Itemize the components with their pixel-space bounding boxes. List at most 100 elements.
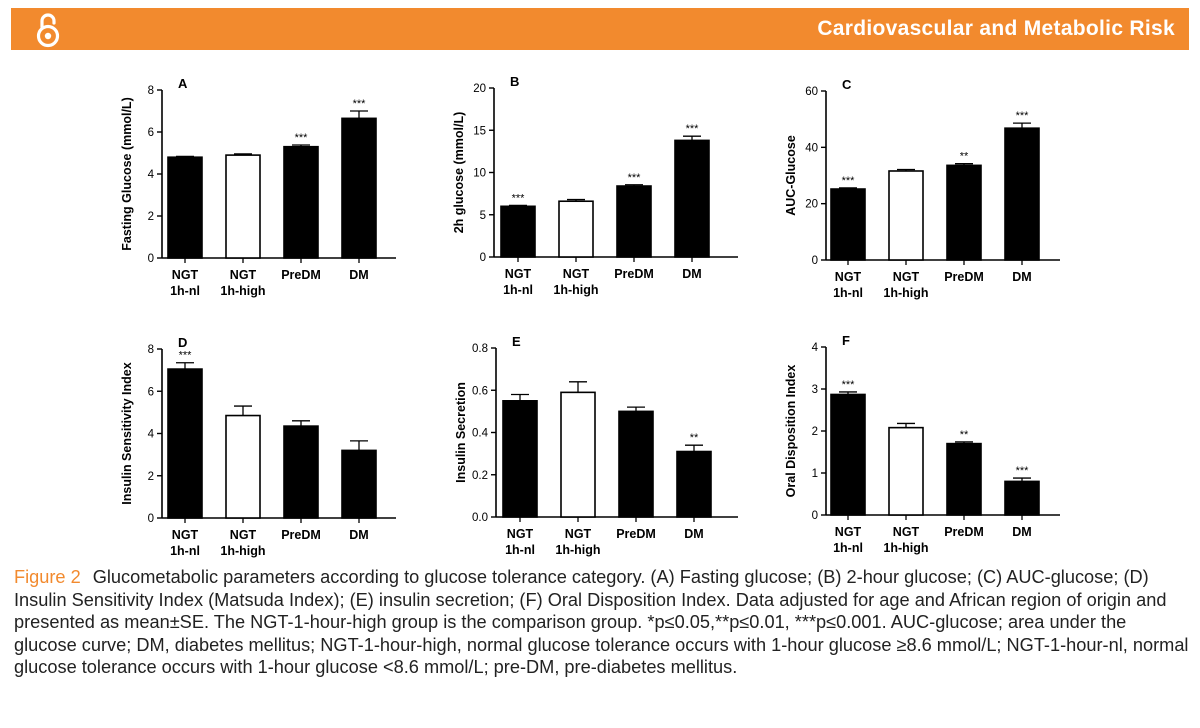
x-tick-label: DM (349, 268, 368, 282)
y-tick-label: 15 (473, 125, 486, 137)
chart-panel-f: 0 1 2 3 4 F Oral Disposition Index NGT 1h-nl *** N… (768, 326, 1068, 571)
chart-d: 0 2 4 6 8 D Insulin Sensitivity Index NGT 1h-nl *… (120, 335, 396, 558)
x-tick-label: DM (349, 528, 368, 542)
bar (558, 200, 594, 258)
bar (225, 414, 261, 519)
chart-body: 0 2 4 6 8 A Fasting Glucose (mmol/L) NGT 1h-nl NG… (120, 76, 396, 298)
y-tick-label: 0.4 (472, 428, 489, 440)
bar (167, 368, 203, 519)
chart-b: 0 5 10 15 20 B 2h glucose (mmol/L) NGT 1h-nl *** N… (452, 74, 738, 297)
x-tick-label: DM (1012, 270, 1031, 284)
y-tick-label: 8 (148, 85, 154, 97)
x-tick-label: DM (1012, 525, 1031, 539)
x-tick-label: PreDM (281, 528, 321, 542)
y-tick-label: 0.6 (472, 385, 488, 397)
significance-label: ** (960, 151, 969, 163)
bar (674, 139, 710, 258)
x-tick-label: DM (684, 527, 703, 541)
bar (500, 205, 536, 258)
x-tick-label: 1h-high (553, 283, 598, 297)
figure-caption: Figure 2 Glucometabolic parameters accord… (14, 566, 1190, 679)
panel-letter: B (510, 74, 519, 89)
x-tick-label: NGT (565, 527, 592, 541)
journal-header-bar: Cardiovascular and Metabolic Risk (11, 8, 1189, 50)
y-axis-label: Fasting Glucose (mmol/L) (120, 97, 134, 251)
x-tick-label: DM (682, 267, 701, 281)
bar (167, 156, 203, 259)
significance-label: *** (686, 123, 700, 135)
panel-letter: C (842, 77, 852, 92)
bar (888, 426, 924, 516)
x-tick-label: 1h-nl (505, 543, 535, 557)
bar (946, 164, 982, 261)
y-axis-label: Insulin Secretion (454, 382, 468, 483)
panel-letter: F (842, 333, 850, 348)
bar (616, 185, 652, 258)
journal-title: Cardiovascular and Metabolic Risk (817, 17, 1175, 40)
x-tick-label: NGT (230, 268, 257, 282)
chart-panel-d: 0 2 4 6 8 D Insulin Sensitivity Index NGT 1h-nl *… (108, 326, 408, 571)
y-tick-label: 0.8 (472, 343, 488, 355)
chart-body: 0 2 4 6 8 D Insulin Sensitivity Index NGT 1h-nl *… (120, 335, 396, 558)
x-tick-label: NGT (230, 528, 257, 542)
x-tick-label: NGT (893, 270, 920, 284)
x-tick-label: 1h-nl (170, 284, 200, 298)
significance-label: *** (295, 132, 309, 144)
x-tick-label: 1h-high (220, 544, 265, 558)
bar (283, 145, 319, 259)
open-access-lock-icon (36, 13, 60, 48)
x-tick-label: PreDM (944, 525, 984, 539)
bar (830, 393, 866, 516)
y-tick-label: 20 (473, 83, 486, 95)
y-tick-label: 6 (148, 127, 154, 139)
chart-f: 0 1 2 3 4 F Oral Disposition Index NGT 1h-nl *** N… (784, 333, 1060, 555)
y-tick-label: 0 (148, 253, 154, 265)
y-axis-label: Oral Disposition Index (784, 365, 798, 498)
bar (676, 450, 712, 518)
chart-e: 0.0 0.2 0.4 0.6 0.8 E Insulin Secretion NGT 1h-n… (454, 334, 738, 557)
x-tick-label: NGT (835, 525, 862, 539)
y-tick-label: 6 (148, 386, 154, 398)
significance-label: *** (842, 379, 856, 391)
bar (341, 117, 377, 259)
chart-body: 0 1 2 3 4 F Oral Disposition Index NGT 1h-nl *** N… (784, 333, 1060, 555)
x-tick-label: 1h-nl (170, 544, 200, 558)
x-tick-label: NGT (893, 525, 920, 539)
y-tick-label: 1 (812, 468, 818, 480)
x-tick-label: NGT (172, 528, 199, 542)
y-tick-label: 0 (812, 255, 818, 267)
significance-label: *** (353, 98, 367, 110)
significance-label: ** (960, 429, 969, 441)
chart-body: 0 20 40 60 C AUC-Glucose NGT 1h-nl *** NGT 1h-high… (784, 77, 1060, 300)
x-tick-label: NGT (505, 267, 532, 281)
x-tick-label: PreDM (616, 527, 656, 541)
bar (888, 170, 924, 261)
chart-a: 0 2 4 6 8 A Fasting Glucose (mmol/L) NGT 1h-nl NG… (120, 76, 396, 298)
x-tick-label: 1h-nl (833, 541, 863, 555)
x-tick-label: 1h-high (883, 286, 928, 300)
bar (830, 188, 866, 261)
chart-panel-e: 0.0 0.2 0.4 0.6 0.8 E Insulin Secretion NGT 1h-n… (430, 326, 750, 571)
y-axis-label: 2h glucose (mmol/L) (452, 112, 466, 234)
x-tick-label: NGT (835, 270, 862, 284)
y-tick-label: 3 (812, 384, 818, 396)
significance-label: *** (1016, 465, 1030, 477)
y-tick-label: 0 (812, 510, 818, 522)
panel-letter: E (512, 334, 521, 349)
y-tick-label: 8 (148, 344, 154, 356)
y-tick-label: 10 (473, 168, 486, 180)
significance-label: *** (842, 175, 856, 187)
y-tick-label: 5 (480, 210, 486, 222)
panel-letter: A (178, 76, 188, 91)
y-tick-label: 60 (805, 86, 818, 98)
panel-letter: D (178, 335, 187, 350)
y-tick-label: 0 (148, 513, 154, 525)
x-tick-label: NGT (507, 527, 534, 541)
x-tick-label: PreDM (944, 270, 984, 284)
chart-c: 0 20 40 60 C AUC-Glucose NGT 1h-nl *** NGT 1h-high… (784, 77, 1060, 300)
y-tick-label: 0.2 (472, 470, 488, 482)
x-tick-label: PreDM (614, 267, 654, 281)
chart-panel-b: 0 5 10 15 20 B 2h glucose (mmol/L) NGT 1h-nl *** N… (430, 68, 750, 313)
y-tick-label: 20 (805, 199, 818, 211)
x-tick-label: 1h-high (883, 541, 928, 555)
